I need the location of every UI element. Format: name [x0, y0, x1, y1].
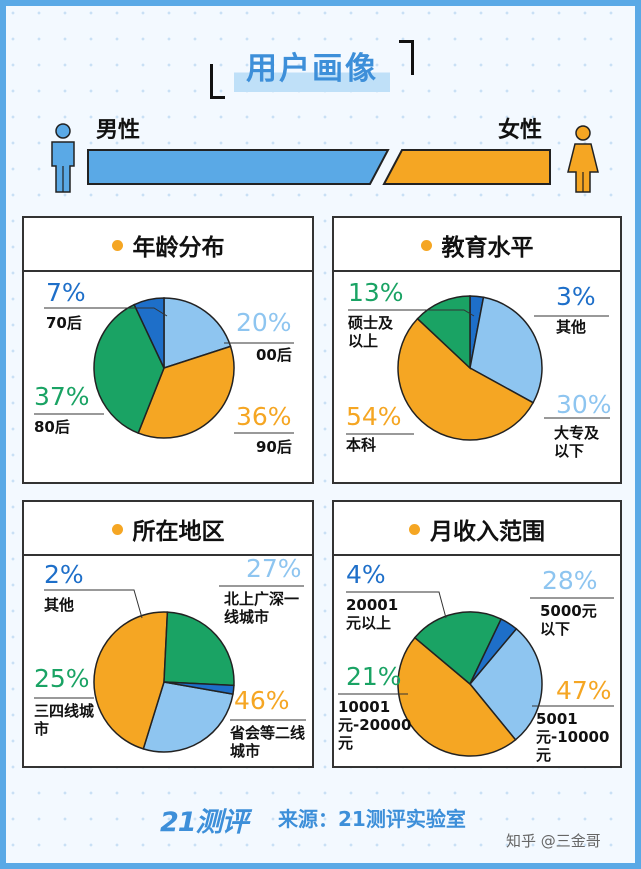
gender-ratio-bar	[87, 149, 551, 185]
slice-label-college: 大专及以下	[554, 424, 600, 460]
slice-label-90s: 90后	[256, 438, 292, 456]
slice-pct-other: 2%	[44, 560, 84, 589]
pie-slice	[93, 303, 165, 435]
slice-label-tier2: 省会等二线城市	[230, 724, 306, 760]
leader-line	[348, 309, 475, 317]
source-text: 来源：21测评实验室	[278, 807, 466, 831]
slice-pct-tier2: 46%	[234, 686, 290, 715]
male-icon	[51, 123, 75, 193]
slice-label-70s: 70后	[46, 314, 82, 332]
bullet-dot-icon	[111, 524, 123, 535]
pie-slice	[397, 317, 535, 441]
region-panel-header: 所在地区	[24, 512, 312, 546]
divider	[334, 270, 620, 272]
age-pie-chart	[34, 297, 294, 439]
female-label: 女性	[498, 118, 543, 143]
slice-pct-5001-10000: 47%	[556, 676, 612, 705]
female-bar-segment	[382, 149, 551, 185]
age-panel: 年龄分布 7% 70后 20% 00后 37% 80后 36% 90后	[22, 216, 314, 484]
title-bracket-right	[399, 40, 414, 75]
slice-pct-10001-20000: 21%	[346, 662, 402, 691]
income-panel-title: 月收入范围	[430, 519, 545, 545]
divider	[334, 554, 620, 556]
bullet-dot-icon	[409, 524, 420, 535]
title-bracket-left	[210, 64, 225, 99]
slice-label-tier34: 三四线城市	[34, 702, 95, 738]
slice-label-80s: 80后	[34, 418, 70, 436]
income-panel-header: 月收入范围	[334, 512, 620, 546]
slice-pct-tier34: 25%	[34, 664, 90, 693]
age-panel-header: 年龄分布	[24, 228, 312, 262]
education-panel: 教育水平 13% 硕士及以上 3% 其他 54% 本科 30% 大专及以下	[332, 216, 622, 484]
pie-slice	[469, 296, 543, 404]
age-panel-title: 年龄分布	[132, 235, 225, 261]
slice-pct-70s: 7%	[46, 278, 86, 307]
slice-label-masters: 硕士及以上	[348, 314, 394, 350]
slice-label-10001-20000: 10001元-20000元	[338, 698, 412, 752]
income-panel: 月收入范围 4% 20001元以上 28% 5000元以下 21% 10001元…	[332, 500, 622, 768]
pie-slice	[163, 611, 235, 687]
leader-line	[346, 591, 447, 619]
slice-pct-20001-plus: 4%	[346, 560, 386, 589]
slice-pct-masters: 13%	[348, 278, 404, 307]
pie-slice	[142, 681, 234, 753]
pie-slice	[469, 618, 518, 685]
divider	[24, 554, 312, 556]
pie-slice	[93, 611, 169, 750]
slice-label-under-5000: 5000元以下	[540, 602, 597, 638]
slice-pct-college: 30%	[556, 390, 612, 419]
title-block: 用户画像	[206, 40, 418, 102]
region-panel-title: 所在地区	[132, 519, 225, 545]
pie-slice	[163, 297, 232, 370]
slice-label-00s: 00后	[256, 346, 292, 364]
pie-slice	[416, 295, 471, 370]
female-icon	[567, 125, 599, 193]
slice-pct-under-5000: 28%	[542, 566, 598, 595]
bullet-dot-icon	[111, 240, 123, 251]
pie-slice	[163, 681, 235, 696]
slice-pct-tier1: 27%	[246, 554, 302, 583]
slice-label-5001-10000: 5001元-10000元	[536, 710, 610, 764]
slice-pct-00s: 20%	[236, 308, 292, 337]
leader-line	[44, 589, 143, 619]
region-panel: 所在地区 2% 其他 27% 北上广深一线城市 25% 三四线城市 46% 省会…	[22, 500, 314, 768]
slice-label-20001-plus: 20001元以上	[346, 596, 399, 632]
pie-slice	[397, 636, 517, 757]
pie-slice	[137, 345, 235, 439]
pie-slice	[469, 627, 543, 741]
slice-label-other: 其他	[556, 318, 587, 336]
region-pie-chart	[34, 585, 306, 753]
slice-label-tier1: 北上广深一线城市	[224, 590, 300, 626]
pie-slice	[413, 611, 503, 686]
brand-logo: 21测评	[160, 807, 249, 838]
education-panel-title: 教育水平	[441, 235, 534, 261]
bullet-dot-icon	[420, 240, 432, 251]
slice-pct-90s: 36%	[236, 402, 292, 431]
male-label: 男性	[96, 118, 141, 143]
page-title: 用户画像	[234, 46, 390, 92]
education-panel-header: 教育水平	[334, 228, 620, 262]
slice-pct-bachelor: 54%	[346, 402, 402, 431]
leader-line	[44, 307, 168, 317]
income-pie-chart	[338, 591, 614, 757]
credit-text: 知乎 @三金哥	[506, 832, 601, 850]
education-pie-chart	[346, 295, 610, 441]
slice-label-other: 其他	[44, 596, 75, 614]
divider	[24, 270, 312, 272]
slice-pct-80s: 37%	[34, 382, 90, 411]
slice-pct-other: 3%	[556, 282, 596, 311]
pie-slice	[133, 297, 165, 369]
slice-label-bachelor: 本科	[346, 436, 377, 454]
male-bar-segment	[87, 149, 390, 185]
